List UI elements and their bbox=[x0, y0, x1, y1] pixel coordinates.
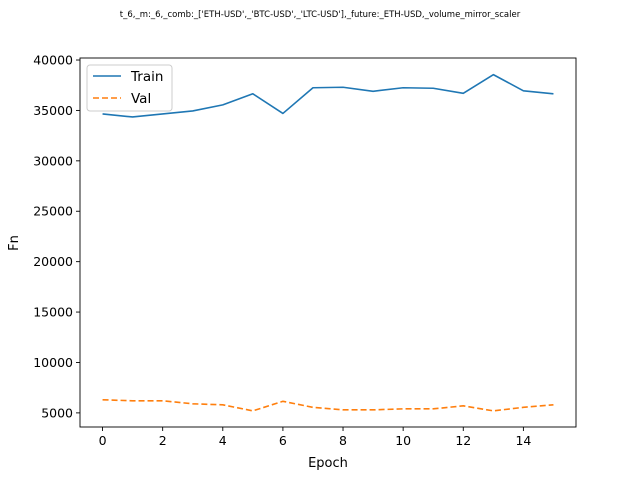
y-tick-label: 10000 bbox=[33, 355, 73, 370]
legend: Train Val bbox=[86, 64, 173, 112]
x-tick-label: 0 bbox=[99, 433, 107, 448]
series-line-val bbox=[102, 398, 554, 412]
x-tick-label: 6 bbox=[279, 433, 287, 448]
legend-label-val: Val bbox=[131, 91, 151, 107]
series-line-train bbox=[102, 73, 554, 118]
plot-area: 0 2 4 6 8 10 12 14 5000 10000 15000 20000 25000 30000… bbox=[33, 53, 577, 448]
x-axis-label: Epoch bbox=[308, 456, 348, 471]
y-tick-label: 15000 bbox=[33, 305, 73, 320]
y-axis-label: Fn bbox=[7, 235, 22, 251]
axes-frame bbox=[79, 57, 577, 428]
y-tick-label: 30000 bbox=[33, 153, 73, 168]
x-tick-label: 10 bbox=[395, 433, 411, 448]
y-tick-label: 35000 bbox=[33, 103, 73, 118]
x-tick-label: 12 bbox=[455, 433, 471, 448]
x-tick-label: 2 bbox=[159, 433, 167, 448]
x-tick-label: 4 bbox=[219, 433, 227, 448]
y-tick-label: 40000 bbox=[33, 53, 73, 68]
x-tick-label: 8 bbox=[339, 433, 347, 448]
y-tick-label: 5000 bbox=[41, 405, 73, 420]
y-tick-label: 25000 bbox=[33, 204, 73, 219]
y-tick-label: 20000 bbox=[33, 254, 73, 269]
chart-title: t_6,_m:_6,_comb:_['ETH-USD',_'BTC-USD',_… bbox=[120, 10, 521, 20]
x-tick-label: 14 bbox=[515, 433, 531, 448]
legend-label-train: Train bbox=[130, 69, 163, 85]
